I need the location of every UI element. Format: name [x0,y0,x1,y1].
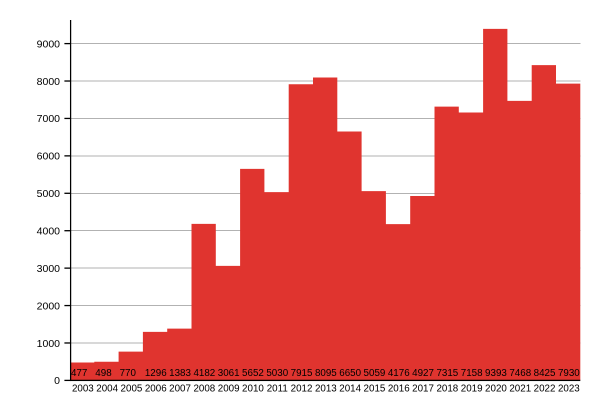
svg-text:6650: 6650 [339,368,361,379]
svg-text:7468: 7468 [509,368,531,379]
svg-text:2008: 2008 [193,384,215,395]
svg-text:498: 498 [95,368,112,379]
svg-text:2005: 2005 [121,384,143,395]
svg-text:2020: 2020 [485,384,507,395]
svg-text:2016: 2016 [388,384,410,395]
svg-text:2014: 2014 [339,384,361,395]
svg-text:8425: 8425 [534,368,556,379]
svg-text:6000: 6000 [37,151,61,163]
svg-text:7000: 7000 [37,113,61,125]
svg-text:7915: 7915 [291,368,313,379]
svg-text:2012: 2012 [291,384,313,395]
svg-text:5652: 5652 [242,368,264,379]
svg-text:2006: 2006 [145,384,167,395]
svg-text:2018: 2018 [436,384,458,395]
svg-text:2011: 2011 [267,384,288,395]
svg-text:7930: 7930 [558,368,580,379]
svg-text:7315: 7315 [436,368,458,379]
svg-text:2013: 2013 [315,384,337,395]
svg-text:4000: 4000 [37,226,61,238]
svg-text:1000: 1000 [37,338,61,350]
svg-text:770: 770 [120,368,137,379]
svg-text:477: 477 [71,368,87,379]
svg-text:2023: 2023 [558,384,580,395]
svg-text:8095: 8095 [315,368,337,379]
svg-text:1383: 1383 [169,368,191,379]
svg-text:8000: 8000 [37,76,61,88]
svg-text:2009: 2009 [218,384,240,395]
svg-text:2015: 2015 [364,384,386,395]
svg-text:2022: 2022 [534,384,556,395]
svg-text:5059: 5059 [364,368,386,379]
svg-text:4182: 4182 [193,368,215,379]
svg-text:7158: 7158 [461,368,483,379]
svg-text:2003: 2003 [72,384,94,395]
svg-text:5030: 5030 [266,368,288,379]
svg-text:2019: 2019 [461,384,483,395]
svg-text:2000: 2000 [37,300,61,312]
svg-text:2004: 2004 [96,384,118,395]
svg-text:3000: 3000 [37,263,61,275]
svg-text:2021: 2021 [509,384,531,395]
svg-text:4927: 4927 [412,368,434,379]
svg-text:9000: 9000 [37,38,61,50]
svg-text:3061: 3061 [218,368,240,379]
svg-text:0: 0 [54,375,60,387]
svg-text:9393: 9393 [485,368,507,379]
svg-text:2010: 2010 [242,384,264,395]
svg-text:4176: 4176 [388,368,410,379]
svg-text:2017: 2017 [412,384,434,395]
svg-text:1296: 1296 [145,368,167,379]
svg-text:5000: 5000 [37,188,61,200]
svg-text:2007: 2007 [169,384,191,395]
